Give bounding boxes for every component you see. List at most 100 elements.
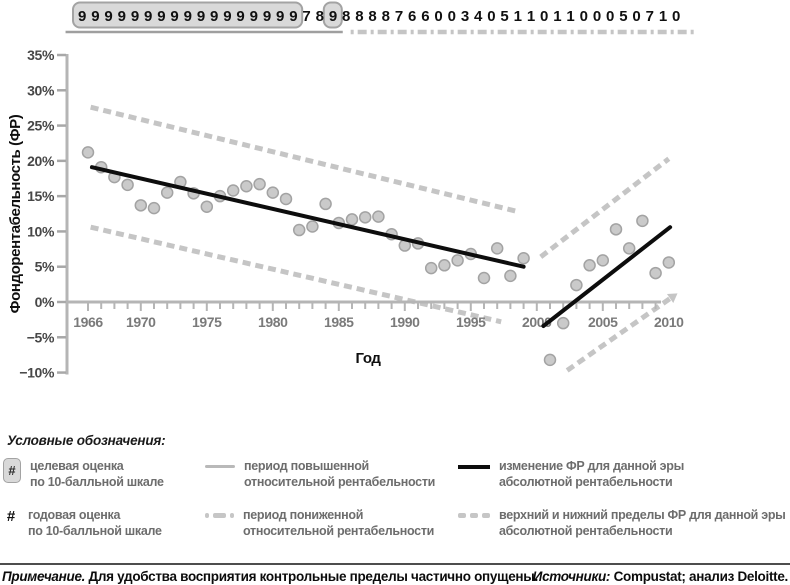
rating-digit: 7 — [646, 8, 654, 25]
rating-digit: 3 — [461, 8, 469, 25]
x-tick-label: 1990 — [390, 314, 420, 330]
legend-item-high-relative-period: период повышенной относительной рентабел… — [205, 458, 435, 491]
data-point — [306, 220, 319, 233]
dashed-gray-line-marker — [458, 513, 490, 518]
rating-digit: 9 — [91, 8, 99, 25]
era1-upper-bound — [90, 104, 519, 215]
y-tick-label: 5% — [35, 259, 55, 275]
dashed-gray-line-marker — [205, 513, 234, 518]
rating-digit: 0 — [632, 8, 640, 25]
rating-digit: 8 — [382, 8, 390, 25]
rating-digit: 0 — [487, 8, 495, 25]
x-tick-label: 2005 — [588, 314, 618, 330]
rating-digit: 0 — [606, 8, 614, 25]
data-point — [424, 261, 438, 275]
rating-digit: 1 — [553, 8, 561, 25]
y-tick-label: 20% — [27, 153, 55, 169]
data-point — [583, 259, 596, 272]
data-point — [200, 200, 214, 213]
data-point — [253, 177, 266, 191]
y-tick-label: 15% — [27, 188, 55, 204]
data-point — [226, 184, 240, 197]
data-point — [596, 254, 610, 267]
x-tick-label: 1980 — [258, 314, 288, 330]
rating-digit: 9 — [289, 8, 297, 25]
legend-header: Условные обозначения: — [7, 433, 166, 448]
rating-digit: 9 — [104, 8, 112, 25]
rating-digit: 0 — [593, 8, 601, 25]
rating-digit: 0 — [672, 8, 680, 25]
footnote-prefix: Примечание. — [2, 569, 86, 584]
legend-item-label: верхний и нижний пределы ФР для данной э… — [499, 508, 786, 539]
legend-item-label: период пониженной относительной рентабел… — [243, 508, 435, 539]
data-point — [570, 278, 583, 292]
legend-item-label: целевая оценка по 10-балльной шкале — [30, 459, 164, 490]
legend: Условные обозначения: # целевая оценка п… — [0, 428, 790, 560]
footnote: Примечание. Для удобства восприятия конт… — [2, 569, 538, 584]
x-tick-label: 1995 — [456, 314, 486, 330]
rating-digit: 8 — [355, 8, 363, 25]
era1-roa-trend — [89, 165, 526, 269]
rating-digit: 8 — [316, 8, 324, 25]
rating-digit: 1 — [659, 8, 667, 25]
data-point — [636, 214, 649, 228]
rating-digit: 6 — [408, 8, 416, 25]
sources-text: Compustat; анализ Deloitte. — [610, 569, 789, 584]
data-point — [121, 178, 134, 192]
y-axis-title: Фондорентабельность (ФР) — [7, 114, 24, 313]
rating-digit: 9 — [118, 8, 126, 25]
data-point — [438, 259, 451, 272]
rating-digit: 9 — [144, 8, 152, 25]
x-tick-label: 1985 — [324, 314, 354, 330]
rating-digit: 9 — [329, 8, 337, 25]
rating-digit: 0 — [434, 8, 442, 25]
data-point — [543, 353, 557, 367]
rating-digit: 1 — [566, 8, 574, 25]
data-point — [319, 197, 332, 211]
data-point — [609, 223, 623, 236]
x-tick-label: 1975 — [192, 314, 222, 330]
x-axis-title: Год — [355, 350, 381, 367]
x-tick-label: 1970 — [126, 314, 156, 330]
hash-marker: # — [6, 508, 16, 525]
data-point — [490, 242, 504, 255]
rating-digit: 8 — [368, 8, 376, 25]
rating-digit: 9 — [223, 8, 231, 25]
data-point — [345, 213, 359, 226]
data-point — [451, 254, 464, 267]
rating-digit: 9 — [131, 8, 139, 25]
data-point — [279, 192, 293, 206]
rating-digit: 1 — [527, 8, 535, 25]
rating-digit: 9 — [157, 8, 165, 25]
rating-digit: 0 — [540, 8, 548, 25]
x-tick-label: 2010 — [654, 314, 684, 330]
bound-arrowhead — [666, 293, 678, 303]
solid-black-line-marker — [458, 465, 490, 469]
rating-digit: 9 — [170, 8, 178, 25]
footnote-text: Для удобства восприятия контрольные пред… — [85, 569, 539, 584]
data-point — [556, 316, 570, 330]
data-point — [504, 269, 517, 283]
data-point — [358, 211, 372, 224]
legend-item-annual-rating: # годовая оценка по 10-балльной шкале — [3, 507, 162, 540]
era1-lower-bound — [90, 224, 502, 325]
data-point — [649, 266, 662, 280]
data-point — [622, 242, 636, 255]
era2-lower-bound — [565, 296, 672, 373]
x-tick-label: 1966 — [73, 314, 103, 330]
rating-digit: 1 — [514, 8, 522, 25]
rating-digit: 9 — [263, 8, 271, 25]
target-rating-box — [322, 1, 343, 29]
rating-digit: 0 — [448, 8, 456, 25]
rating-digit: 9 — [276, 8, 284, 25]
legend-item-low-relative-period: период пониженной относительной рентабел… — [205, 507, 434, 540]
solid-gray-line-marker — [205, 465, 235, 468]
rating-digit: 6 — [421, 8, 429, 25]
boxed-hash-marker: # — [3, 458, 21, 483]
rating-digit: 7 — [395, 8, 403, 25]
rating-digit: 8 — [342, 8, 350, 25]
legend-item-target-rating: # целевая оценка по 10-балльной шкале — [3, 458, 164, 491]
data-point — [517, 251, 530, 265]
